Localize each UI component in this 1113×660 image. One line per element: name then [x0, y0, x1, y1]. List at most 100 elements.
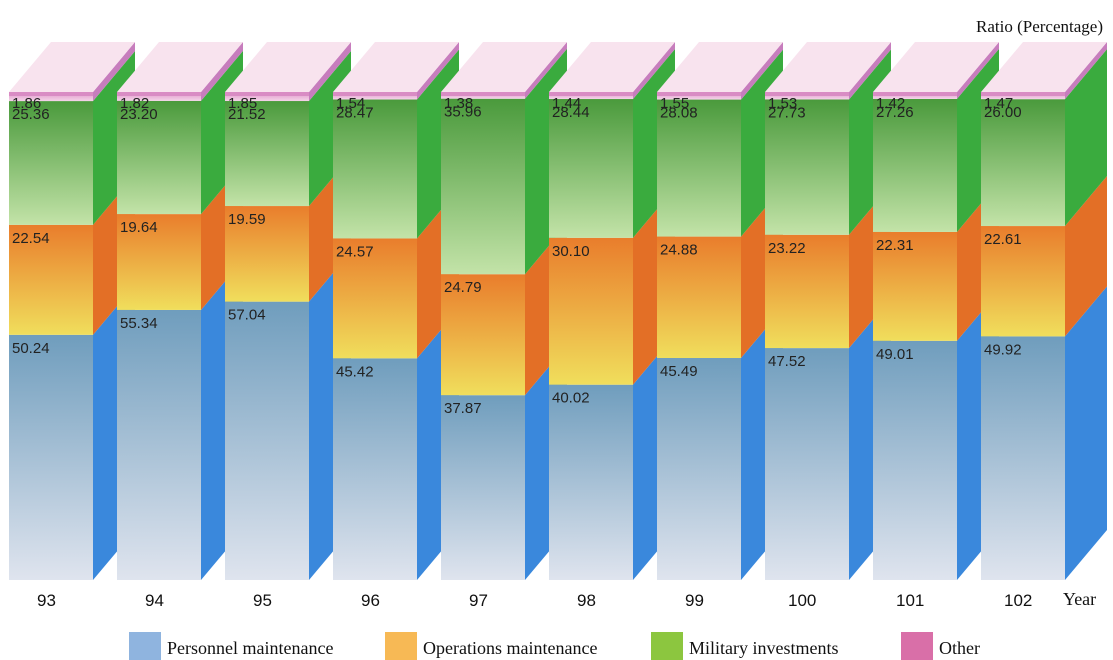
- value-label-other-96: 1.54: [336, 95, 365, 112]
- value-label-military-96: 28.47: [336, 105, 374, 122]
- legend-label-military: Military investments: [689, 638, 838, 658]
- value-label-other-98: 1.44: [552, 95, 581, 112]
- bar-rim-101: [873, 92, 957, 96]
- bar-side-military-102: [1065, 49, 1107, 227]
- bar-military-97: [441, 98, 525, 275]
- value-label-personnel-99: 45.49: [660, 363, 698, 380]
- bar-military-96: [333, 99, 417, 239]
- value-label-other-100: 1.53: [768, 95, 797, 112]
- legend-swatch-other: [901, 632, 933, 660]
- value-label-other-102: 1.47: [984, 95, 1013, 112]
- legend-swatch-operations: [385, 632, 417, 660]
- value-label-personnel-93: 50.24: [12, 340, 50, 357]
- bar-operations-98: [549, 237, 633, 385]
- bar-operations-99: [657, 236, 741, 359]
- value-label-operations-95: 19.59: [228, 211, 266, 228]
- value-label-personnel-100: 47.52: [768, 353, 806, 370]
- x-tick-101: 101: [896, 591, 924, 610]
- bar-personnel-93: [9, 334, 93, 580]
- bar-side-other-100: [849, 42, 891, 100]
- bar-military-102: [981, 99, 1065, 227]
- x-tick-94: 94: [145, 591, 164, 610]
- bar-personnel-99: [657, 358, 741, 580]
- bar-top-95: [225, 42, 351, 92]
- bar-rim-95: [225, 92, 309, 96]
- value-label-other-97: 1.38: [444, 95, 473, 112]
- bar-operations-97: [441, 274, 525, 396]
- bar-personnel-101: [873, 340, 957, 580]
- bar-personnel-98: [549, 384, 633, 580]
- bar-top-99: [657, 42, 783, 92]
- bar-military-98: [549, 99, 633, 238]
- bar-top-97: [441, 42, 567, 92]
- bar-operations-100: [765, 234, 849, 349]
- bar-top-94: [117, 42, 243, 92]
- bar-personnel-95: [225, 301, 309, 580]
- x-tick-98: 98: [577, 591, 596, 610]
- y-axis-label: Ratio (Percentage): [976, 17, 1103, 36]
- bar-rim-99: [657, 92, 741, 96]
- bar-rim-96: [333, 92, 417, 96]
- value-label-military-102: 26.00: [984, 104, 1022, 121]
- value-label-other-93: 1.86: [12, 95, 41, 112]
- value-label-operations-101: 22.31: [876, 237, 914, 254]
- legend: Personnel maintenance Operations maintena…: [129, 632, 980, 660]
- bar-top-102: [981, 42, 1107, 92]
- value-label-other-95: 1.85: [228, 95, 257, 112]
- bar-side-other-101: [957, 42, 999, 99]
- bar-side-other-99: [741, 42, 783, 100]
- bar-side-other-93: [93, 42, 135, 102]
- bar-rim-94: [117, 92, 201, 96]
- value-label-operations-96: 24.57: [336, 243, 374, 260]
- legend-swatch-military: [651, 632, 683, 660]
- bar-military-94: [117, 100, 201, 215]
- x-tick-100: 100: [788, 591, 816, 610]
- value-label-other-94: 1.82: [120, 95, 149, 112]
- bar-operations-102: [981, 226, 1065, 337]
- bar-military-99: [657, 99, 741, 237]
- bar-other-94: [117, 92, 201, 101]
- bar-rim-102: [981, 92, 1065, 96]
- bar-operations-96: [333, 238, 417, 359]
- x-tick-102: 102: [1004, 591, 1032, 610]
- value-label-personnel-98: 40.02: [552, 390, 590, 407]
- value-label-military-94: 23.20: [120, 106, 158, 123]
- bar-side-other-94: [201, 42, 243, 101]
- value-label-personnel-97: 37.87: [444, 400, 482, 417]
- bar-personnel-97: [441, 395, 525, 580]
- bar-rim-100: [765, 92, 849, 96]
- x-tick-96: 96: [361, 591, 380, 610]
- bar-operations-94: [117, 214, 201, 310]
- value-label-military-99: 28.08: [660, 105, 698, 122]
- bar-side-other-96: [417, 42, 459, 100]
- bar-rim-93: [9, 92, 93, 96]
- x-tick-95: 95: [253, 591, 272, 610]
- bar-top-96: [333, 42, 459, 92]
- bar-military-100: [765, 99, 849, 235]
- value-label-military-98: 28.44: [552, 104, 590, 121]
- bar-personnel-100: [765, 348, 849, 580]
- bar-rim-98: [549, 92, 633, 96]
- value-label-operations-93: 22.54: [12, 230, 50, 247]
- value-label-personnel-95: 57.04: [228, 307, 266, 324]
- value-label-other-101: 1.42: [876, 95, 905, 112]
- value-label-operations-97: 24.79: [444, 279, 482, 296]
- bar-top-101: [873, 42, 999, 92]
- x-tick-layer: 93 94 95 96 97 98 99 100 101 102: [37, 591, 1032, 610]
- bar-military-93: [9, 101, 93, 225]
- value-label-military-93: 25.36: [12, 106, 50, 123]
- value-label-military-101: 27.26: [876, 104, 914, 121]
- x-tick-93: 93: [37, 591, 56, 610]
- bar-top-93: [9, 42, 135, 92]
- value-label-other-99: 1.55: [660, 95, 689, 112]
- value-label-military-100: 27.73: [768, 104, 806, 121]
- bar-top-100: [765, 42, 891, 92]
- value-label-personnel-94: 55.34: [120, 315, 158, 332]
- bar-side-other-97: [525, 42, 567, 99]
- bar-operations-95: [225, 206, 309, 302]
- value-label-operations-102: 22.61: [984, 231, 1022, 248]
- value-label-personnel-102: 49.92: [984, 341, 1022, 358]
- bar-operations-101: [873, 231, 957, 341]
- bar-military-101: [873, 98, 957, 232]
